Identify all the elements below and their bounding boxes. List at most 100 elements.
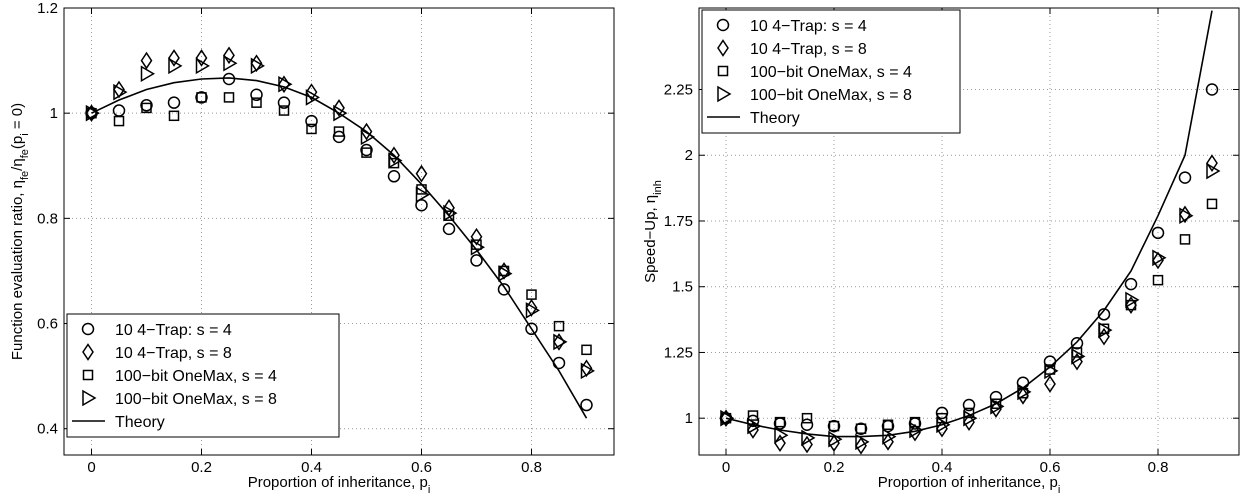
marker-square: [113, 115, 125, 127]
legend-box: [66, 313, 340, 438]
marker-triangle: [525, 302, 540, 319]
legend-label: 10 4−Trap: s = 4: [750, 18, 867, 35]
marker-triangle: [1017, 383, 1032, 401]
marker-square: [306, 123, 317, 135]
marker-circle: [470, 254, 483, 267]
marker-triangle: [1071, 348, 1086, 365]
marker-square: [1179, 234, 1191, 245]
legend-label: 100−bit OneMax, s = 8: [115, 391, 277, 408]
x-tick-label: 0.2: [824, 459, 845, 476]
marker-circle: [1097, 308, 1111, 321]
marker-triangle: [82, 389, 97, 407]
marker-square: [1206, 198, 1218, 210]
marker-triangle: [168, 57, 183, 75]
subscript: i: [1058, 484, 1060, 496]
marker-square: [223, 92, 235, 103]
marker-triangle: [305, 89, 320, 106]
marker-triangle: [195, 57, 210, 75]
marker-circle: [1124, 277, 1138, 291]
label-part: = 0): [9, 103, 26, 133]
marker-square: [141, 102, 152, 114]
legend-label: 10 4−Trap: s = 4: [115, 322, 232, 339]
label-part: Function evaluation ratio, η: [9, 180, 26, 360]
y-tick-label: 1.25: [664, 344, 693, 361]
marker-square: [526, 289, 537, 300]
marker-diamond: [801, 435, 813, 454]
marker-triangle: [580, 362, 595, 380]
marker-circle: [360, 143, 373, 157]
x-tick-label: 0.6: [411, 459, 432, 476]
legend-label: 100−bit OneMax, s = 8: [750, 87, 912, 104]
marker-circle: [1178, 171, 1192, 184]
marker-triangle: [140, 65, 155, 83]
x-tick-label: 0.4: [301, 459, 322, 476]
marker-circle: [387, 170, 401, 183]
y-axis-label: Function evaluation ratio, ηfe/ηfe(pi = …: [9, 103, 31, 360]
marker-triangle: [828, 430, 843, 448]
marker-triangle: [720, 409, 735, 427]
marker-square: [196, 92, 207, 103]
theory-line: [91, 77, 588, 419]
marker-square: [717, 65, 729, 77]
marker-triangle: [223, 54, 238, 72]
marker-square: [278, 105, 290, 116]
label-part: (p: [9, 136, 26, 149]
label-part: Speed−Up, η: [642, 195, 659, 283]
marker-square: [747, 410, 759, 421]
marker-triangle: [1206, 162, 1221, 180]
y-tick-label: 1.75: [664, 213, 693, 230]
marker-triangle: [855, 433, 870, 451]
marker-square: [168, 110, 180, 122]
marker-diamond: [717, 39, 729, 57]
label-part: Proportion of inheritance, p: [248, 474, 428, 491]
marker-diamond: [140, 51, 153, 70]
y-tick-label: 0.8: [37, 210, 58, 227]
subscript: fe: [19, 149, 31, 158]
marker-circle: [1151, 226, 1165, 240]
legend: 10 4−Trap: s = 4 10 4−Trap, s = 8 100−bit …: [66, 313, 340, 438]
x-tick-label: 0.8: [1148, 459, 1169, 476]
marker-circle: [442, 222, 456, 236]
marker-diamond: [223, 46, 235, 65]
y-tick-label: 0.6: [37, 316, 58, 333]
marker-square: [801, 412, 813, 424]
x-tick-label: 0: [87, 459, 95, 476]
y-tick-label: 0.4: [37, 421, 58, 438]
marker-diamond: [195, 49, 208, 67]
plot-marks: [85, 46, 595, 419]
marker-circle: [827, 419, 841, 433]
marker-square: [581, 344, 592, 356]
subplot: 0 0.2 0.4 0.6 0.8 0.4 0.6 0.8 1 1.2 10 4−Trap: s =…: [9, 0, 615, 496]
marker-triangle: [774, 426, 789, 444]
marker-triangle: [717, 85, 732, 103]
marker-triangle: [1152, 249, 1167, 267]
marker-circle: [1205, 83, 1219, 96]
legend: 10 4−Trap: s = 4 10 4−Trap, s = 8 100−bit …: [701, 9, 961, 134]
y-tick-label: 2.25: [664, 82, 693, 99]
marker-diamond: [990, 400, 1002, 418]
marker-triangle: [250, 57, 265, 75]
subplot: 0 0.2 0.4 0.6 0.8 1 1.25 1.5 1.75 2 2.25 10 4−Trap:…: [642, 7, 1240, 496]
marker-triangle: [415, 186, 430, 203]
marker-circle: [580, 398, 593, 412]
marker-triangle: [1098, 321, 1113, 339]
marker-triangle: [85, 104, 100, 122]
marker-square: [1152, 274, 1164, 286]
marker-square: [333, 126, 345, 137]
subscript: inh: [652, 180, 664, 195]
y-tick-label: 2: [685, 147, 693, 164]
marker-circle: [140, 99, 153, 112]
subscript: fe: [19, 171, 31, 180]
marker-triangle: [747, 417, 762, 435]
legend-label: 10 4−Trap, s = 8: [750, 41, 867, 58]
plot-frame: [63, 7, 615, 456]
y-axis-label: Speed−Up, ηinh: [642, 180, 664, 283]
plot-frame: [698, 7, 1240, 456]
x-tick-label: 0.2: [191, 459, 212, 476]
marker-triangle: [333, 104, 348, 122]
x-tick-label: 0: [722, 459, 730, 476]
marker-square: [855, 423, 867, 434]
legend-label: Theory: [115, 414, 165, 431]
subscript: i: [19, 133, 31, 135]
